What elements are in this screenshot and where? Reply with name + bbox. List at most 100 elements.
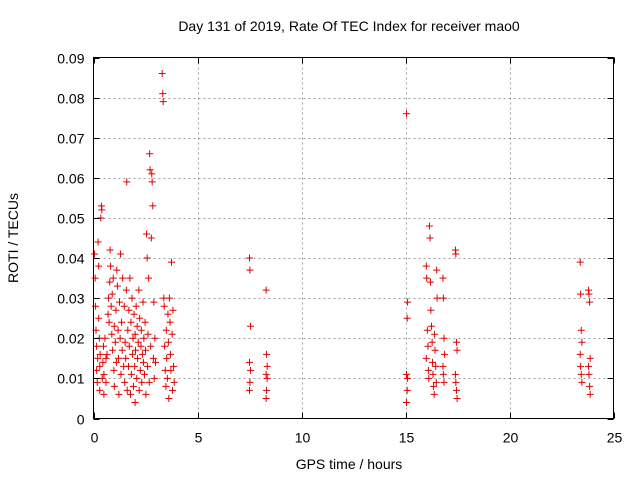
data-point bbox=[169, 306, 177, 314]
data-point bbox=[576, 258, 584, 266]
data-point bbox=[403, 386, 411, 394]
data-point bbox=[122, 354, 130, 362]
data-point bbox=[430, 390, 438, 398]
data-point bbox=[425, 374, 433, 382]
data-point bbox=[451, 370, 459, 378]
data-point bbox=[144, 362, 152, 370]
data-point bbox=[429, 370, 437, 378]
data-point bbox=[429, 358, 437, 366]
data-point bbox=[149, 202, 157, 210]
data-point bbox=[170, 378, 178, 386]
data-point bbox=[128, 294, 136, 302]
data-point bbox=[127, 390, 135, 398]
data-point bbox=[585, 362, 593, 370]
data-point bbox=[111, 338, 119, 346]
data-point bbox=[166, 318, 174, 326]
data-point bbox=[115, 390, 123, 398]
data-point bbox=[586, 382, 594, 390]
x-tick-label: 0 bbox=[91, 430, 99, 446]
data-point bbox=[138, 378, 146, 386]
data-point bbox=[146, 150, 154, 158]
data-point bbox=[431, 330, 439, 338]
data-point bbox=[164, 310, 172, 318]
data-point bbox=[577, 362, 585, 370]
data-point bbox=[263, 350, 271, 358]
data-point bbox=[433, 266, 441, 274]
data-point bbox=[121, 378, 129, 386]
y-tick-label: 0 bbox=[77, 412, 85, 428]
y-tick-label: 0.07 bbox=[57, 131, 84, 147]
data-point bbox=[262, 286, 270, 294]
y-tick-label: 0.06 bbox=[57, 171, 84, 187]
data-point bbox=[95, 314, 103, 322]
grid-layer bbox=[93, 57, 614, 419]
data-point bbox=[107, 302, 115, 310]
data-point bbox=[585, 370, 593, 378]
data-point bbox=[403, 314, 411, 322]
data-point bbox=[101, 334, 109, 342]
data-point bbox=[452, 386, 460, 394]
data-point bbox=[585, 290, 593, 298]
data-point bbox=[160, 302, 168, 310]
data-point bbox=[403, 398, 411, 406]
data-point bbox=[403, 110, 411, 118]
data-point bbox=[91, 274, 99, 282]
data-point bbox=[114, 326, 122, 334]
data-point bbox=[94, 354, 102, 362]
data-point bbox=[162, 326, 170, 334]
data-point bbox=[578, 378, 586, 386]
data-point bbox=[426, 278, 434, 286]
data-point bbox=[97, 214, 105, 222]
data-point bbox=[118, 346, 126, 354]
data-point bbox=[428, 338, 436, 346]
data-point bbox=[118, 318, 126, 326]
data-point bbox=[148, 170, 156, 178]
data-point bbox=[94, 238, 102, 246]
data-point bbox=[139, 358, 147, 366]
x-tick-label: 15 bbox=[399, 430, 415, 446]
data-point bbox=[142, 390, 150, 398]
data-point bbox=[431, 346, 439, 354]
data-point bbox=[119, 274, 127, 282]
data-point bbox=[140, 370, 148, 378]
data-point bbox=[586, 390, 594, 398]
data-point bbox=[96, 386, 104, 394]
data-point bbox=[246, 266, 254, 274]
data-point bbox=[166, 350, 174, 358]
y-axis-label: ROTI / TECUs bbox=[5, 193, 21, 283]
data-point bbox=[136, 314, 144, 322]
data-point bbox=[116, 298, 123, 306]
data-point bbox=[263, 362, 271, 370]
data-point bbox=[439, 370, 447, 378]
data-point bbox=[170, 362, 178, 370]
data-point bbox=[117, 370, 125, 378]
data-point bbox=[148, 178, 156, 186]
data-point bbox=[426, 234, 434, 242]
x-tick-label: 10 bbox=[295, 430, 311, 446]
data-point bbox=[133, 374, 141, 382]
data-point bbox=[452, 378, 460, 386]
data-point bbox=[99, 358, 107, 366]
data-point bbox=[439, 362, 447, 370]
data-point bbox=[110, 366, 118, 374]
data-point bbox=[123, 386, 131, 394]
data-point bbox=[139, 298, 147, 306]
data-point bbox=[98, 206, 106, 214]
data-point bbox=[163, 354, 171, 362]
x-tick-label: 20 bbox=[503, 430, 519, 446]
data-point bbox=[129, 334, 137, 342]
data-point bbox=[127, 318, 135, 326]
data-point bbox=[404, 374, 412, 382]
data-point bbox=[151, 358, 159, 366]
data-point bbox=[424, 366, 432, 374]
data-point bbox=[247, 322, 255, 330]
data-point bbox=[452, 338, 460, 346]
data-point bbox=[433, 294, 441, 302]
data-point bbox=[142, 346, 149, 354]
data-point bbox=[423, 326, 431, 334]
data-point bbox=[125, 306, 133, 314]
data-point bbox=[163, 374, 171, 382]
data-point bbox=[150, 298, 158, 306]
data-point bbox=[113, 282, 121, 290]
data-point bbox=[112, 306, 120, 314]
